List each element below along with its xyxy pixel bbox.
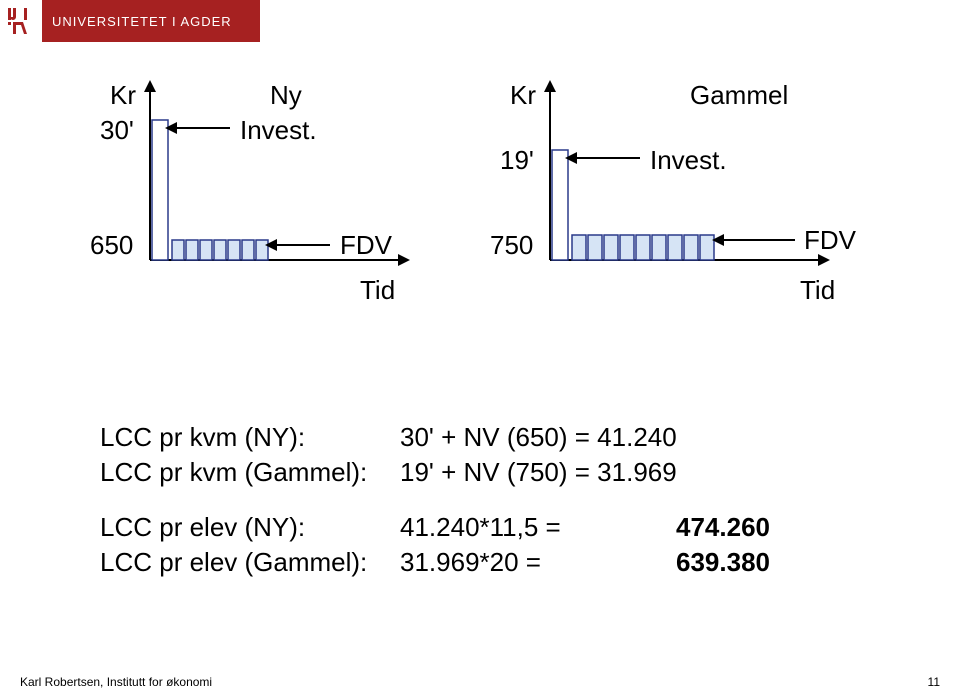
calc-row-1-label: LCC pr kvm (NY):	[100, 420, 400, 455]
chart-gammel-base-value: 750	[490, 230, 533, 261]
chart-gammel-ylabel: Kr	[510, 80, 536, 111]
page-number: 11	[928, 675, 940, 689]
uia-logo	[0, 0, 42, 42]
calc-row-4-label: LCC pr elev (Gammel):	[100, 545, 400, 580]
chart-ny-tick-label: Invest.	[240, 115, 317, 146]
calc-row-2-mid: 19' + NV (750) = 31.969	[400, 455, 677, 490]
calc-row-1: LCC pr kvm (NY): 30' + NV (650) = 41.240	[100, 420, 770, 455]
chart-ny: Kr Ny 30' Invest. 650 FDV Tid	[90, 80, 420, 310]
calc-row-2: LCC pr kvm (Gammel): 19' + NV (750) = 31…	[100, 455, 770, 490]
footer-text: Karl Robertsen, Institutt for økonomi	[20, 675, 212, 689]
calc-row-4: LCC pr elev (Gammel): 31.969*20 = 639.38…	[100, 545, 770, 580]
chart-ny-xlabel: Tid	[360, 275, 395, 306]
chart-gammel-base-label: FDV	[804, 225, 856, 256]
calc-row-3-label: LCC pr elev (NY):	[100, 510, 400, 545]
chart-gammel-title: Gammel	[690, 80, 788, 111]
calc-row-2-label: LCC pr kvm (Gammel):	[100, 455, 400, 490]
calc-row-4-mid: 31.969*20 =	[400, 545, 630, 580]
calc-row-3: LCC pr elev (NY): 41.240*11,5 = 474.260	[100, 510, 770, 545]
calc-row-1-mid: 30' + NV (650) = 41.240	[400, 420, 677, 455]
calculations: LCC pr kvm (NY): 30' + NV (650) = 41.240…	[100, 420, 770, 580]
header-bar: UNIVERSITETET I AGDER	[0, 0, 260, 42]
chart-gammel: Kr Gammel 19' Invest. 750 FDV Tid	[490, 80, 850, 310]
chart-gammel-xlabel: Tid	[800, 275, 835, 306]
chart-ny-base-label: FDV	[340, 230, 392, 261]
chart-gammel-tick-label: Invest.	[650, 145, 727, 176]
calc-row-4-val: 639.380	[630, 545, 770, 580]
chart-ny-tick-value: 30'	[100, 115, 134, 146]
chart-ny-title: Ny	[270, 80, 302, 111]
calc-row-3-val: 474.260	[630, 510, 770, 545]
chart-ny-base-value: 650	[90, 230, 133, 261]
calc-row-3-mid: 41.240*11,5 =	[400, 510, 630, 545]
chart-ny-ylabel: Kr	[110, 80, 136, 111]
chart-gammel-tick-value: 19'	[500, 145, 534, 176]
header-title: UNIVERSITETET I AGDER	[52, 14, 232, 29]
